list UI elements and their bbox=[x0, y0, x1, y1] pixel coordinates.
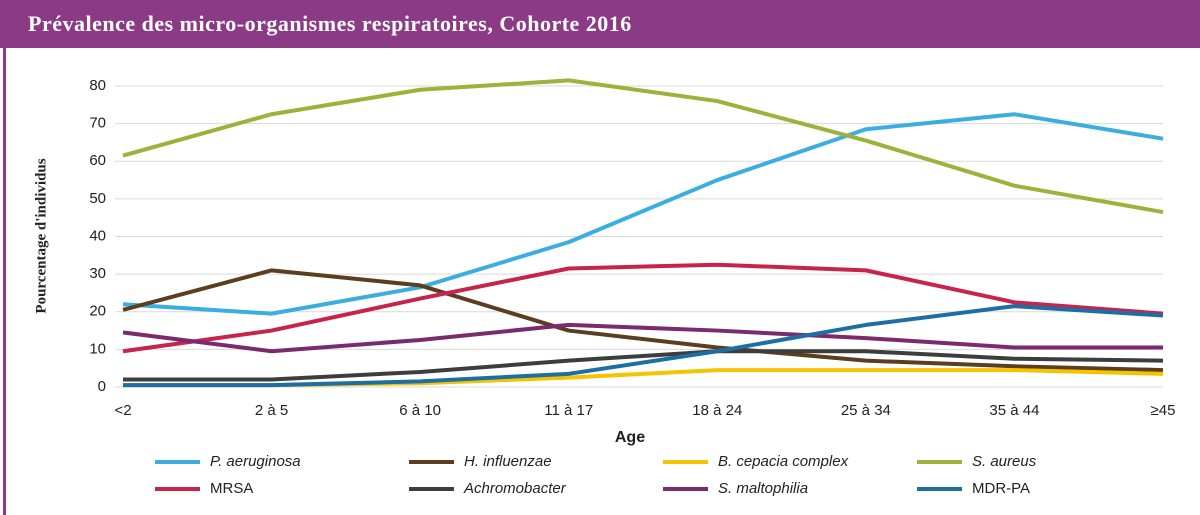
legend-label: MRSA bbox=[210, 480, 253, 497]
left-border bbox=[3, 48, 6, 515]
y-tick-label: 30 bbox=[89, 265, 106, 282]
legend-label: H. influenzae bbox=[464, 453, 552, 470]
legend-label: Achromobacter bbox=[463, 480, 567, 497]
y-tick-label: 50 bbox=[89, 190, 106, 207]
series-line bbox=[122, 322, 1163, 354]
y-tick-label: 70 bbox=[89, 115, 106, 132]
x-tick-label: 35 à 44 bbox=[989, 402, 1039, 419]
legend-label: P. aeruginosa bbox=[210, 453, 301, 470]
y-tick-label: 40 bbox=[89, 227, 106, 244]
y-tick-label: 60 bbox=[89, 152, 106, 169]
x-tick-label: 2 à 5 bbox=[255, 402, 288, 419]
series-line bbox=[122, 262, 1164, 354]
x-tick-label: 6 à 10 bbox=[399, 402, 441, 419]
x-tick-label: 25 à 34 bbox=[841, 402, 891, 419]
x-tick-label: <2 bbox=[114, 402, 131, 419]
series-line bbox=[122, 268, 1164, 373]
legend-label: S. aureus bbox=[972, 453, 1037, 470]
y-tick-label: 0 bbox=[98, 378, 106, 395]
series-line bbox=[122, 78, 1164, 215]
y-tick-label: 10 bbox=[89, 340, 106, 357]
legend-label: MDR-PA bbox=[972, 480, 1030, 497]
legend-label: S. maltophilia bbox=[718, 480, 808, 497]
series-line bbox=[123, 349, 1164, 382]
header-bar bbox=[0, 0, 1200, 48]
series-line bbox=[123, 304, 1164, 388]
series-line bbox=[122, 112, 1164, 316]
y-tick-label: 80 bbox=[89, 77, 106, 94]
y-tick-label: 20 bbox=[89, 303, 106, 320]
legend-label: B. cepacia complex bbox=[718, 453, 849, 470]
x-tick-label: ≥45 bbox=[1151, 402, 1176, 419]
x-tick-label: 11 à 17 bbox=[544, 402, 593, 419]
chart-title: Prévalence des micro-organismes respirat… bbox=[28, 11, 632, 36]
y-axis-label: Pourcentage d'individus bbox=[33, 158, 49, 313]
x-tick-label: 18 à 24 bbox=[692, 402, 742, 419]
x-axis-label: Age bbox=[615, 429, 645, 446]
